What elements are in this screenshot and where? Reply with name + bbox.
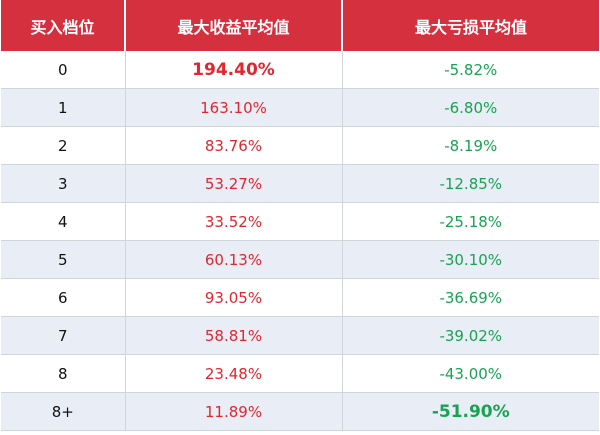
table-row: 3 53.27% -12.85% — [1, 164, 599, 203]
cell-max-loss: -5.82% — [342, 51, 599, 89]
cell-level: 2 — [1, 126, 126, 165]
cell-max-gain: 53.27% — [125, 164, 343, 203]
cell-level: 7 — [1, 316, 126, 355]
cell-max-loss: -12.85% — [342, 164, 599, 203]
cell-max-gain: 58.81% — [125, 316, 343, 355]
cell-max-gain: 60.13% — [125, 240, 343, 279]
header-level: 买入档位 — [1, 0, 126, 51]
table-row: 6 93.05% -36.69% — [1, 278, 599, 317]
table-row: 2 83.76% -8.19% — [1, 126, 599, 165]
cell-max-gain: 163.10% — [125, 88, 343, 127]
cell-level: 0 — [1, 51, 126, 89]
cell-max-loss: -43.00% — [342, 354, 599, 393]
table-row: 1 163.10% -6.80% — [1, 88, 599, 127]
table-row: 7 58.81% -39.02% — [1, 316, 599, 355]
table-row: 5 60.13% -30.10% — [1, 240, 599, 279]
cell-max-loss: -30.10% — [342, 240, 599, 279]
cell-max-loss: -6.80% — [342, 88, 599, 127]
table-row: 4 33.52% -25.18% — [1, 202, 599, 241]
cell-max-loss: -51.90% — [342, 392, 599, 431]
cell-max-gain: 194.40% — [125, 51, 343, 89]
table-row: 8+ 11.89% -51.90% — [1, 392, 599, 431]
cell-level: 1 — [1, 88, 126, 127]
cell-level: 5 — [1, 240, 126, 279]
cell-level: 8+ — [1, 392, 126, 431]
cell-level: 8 — [1, 354, 126, 393]
header-row: 买入档位 最大收益平均值 最大亏损平均值 — [1, 0, 599, 51]
cell-level: 6 — [1, 278, 126, 317]
cell-max-loss: -25.18% — [342, 202, 599, 241]
header-max-loss: 最大亏损平均值 — [342, 0, 599, 51]
cell-level: 3 — [1, 164, 126, 203]
table-body: 0 194.40% -5.82% 1 163.10% -6.80% 2 83.76% -8.19… — [1, 51, 599, 431]
cell-max-gain: 33.52% — [125, 202, 343, 241]
cell-max-gain: 23.48% — [125, 354, 343, 393]
cell-level: 4 — [1, 202, 126, 241]
cell-max-loss: -39.02% — [342, 316, 599, 355]
cell-max-loss: -8.19% — [342, 126, 599, 165]
cell-max-gain: 11.89% — [125, 392, 343, 431]
header-max-gain: 最大收益平均值 — [125, 0, 343, 51]
table-row: 8 23.48% -43.00% — [1, 354, 599, 393]
cell-max-loss: -36.69% — [342, 278, 599, 317]
cell-max-gain: 83.76% — [125, 126, 343, 165]
table-row: 0 194.40% -5.82% — [1, 51, 599, 89]
cell-max-gain: 93.05% — [125, 278, 343, 317]
